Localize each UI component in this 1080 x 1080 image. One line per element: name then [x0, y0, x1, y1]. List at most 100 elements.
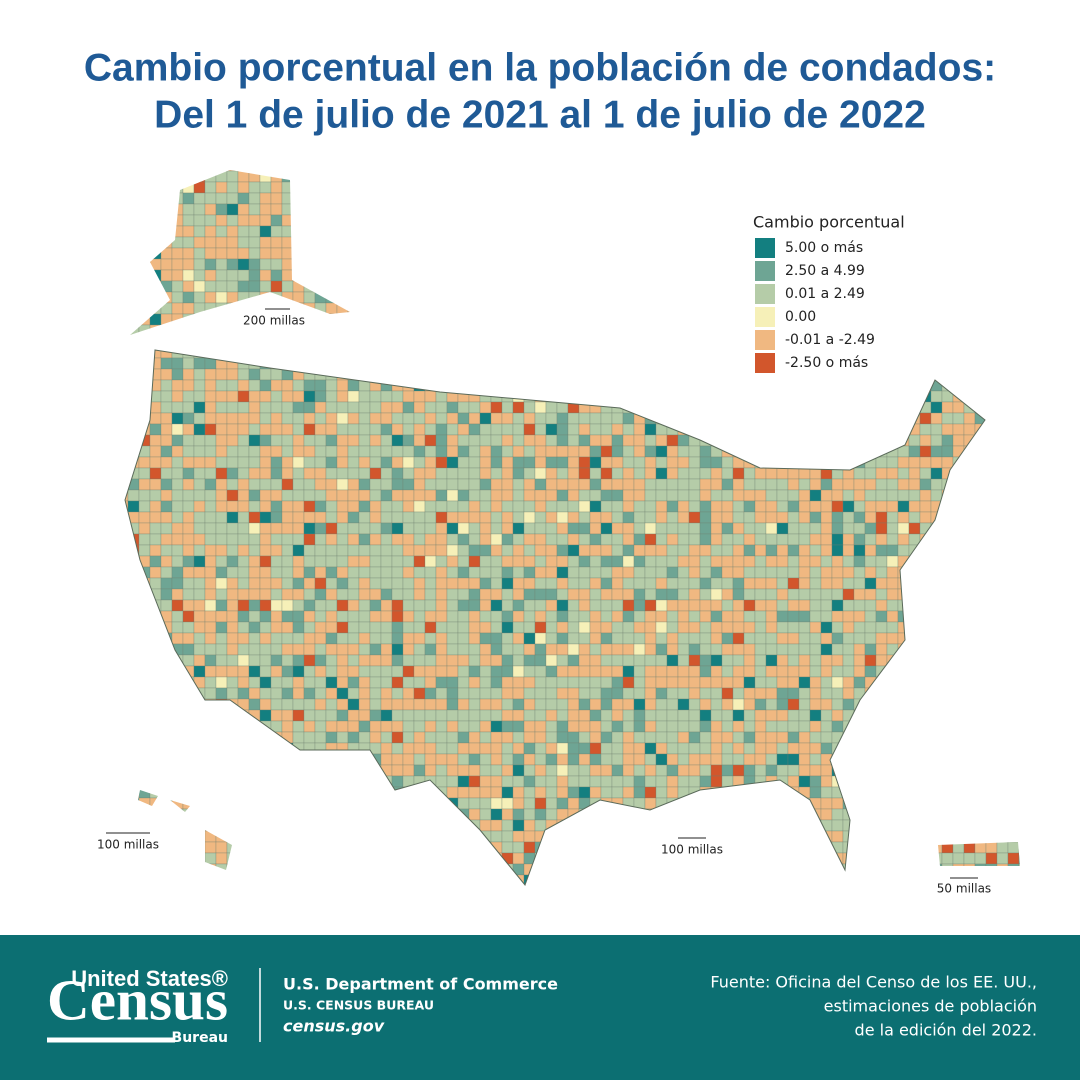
county	[369, 687, 382, 700]
county	[292, 346, 305, 359]
county	[457, 511, 470, 524]
county	[259, 434, 272, 447]
county	[347, 698, 360, 711]
county	[204, 676, 217, 689]
county	[941, 247, 954, 260]
county	[160, 357, 173, 370]
county	[127, 489, 140, 502]
county	[985, 731, 998, 744]
county	[820, 379, 833, 392]
county	[556, 599, 569, 612]
county	[259, 687, 272, 700]
county	[545, 555, 558, 568]
county	[292, 555, 305, 568]
county	[545, 500, 558, 513]
county	[391, 687, 404, 700]
county	[787, 654, 800, 667]
county	[446, 764, 459, 777]
county	[985, 225, 998, 238]
county	[655, 786, 668, 799]
county	[138, 280, 151, 293]
county	[204, 192, 217, 205]
county	[248, 720, 261, 733]
county	[809, 753, 822, 766]
county	[534, 346, 547, 359]
county	[325, 742, 338, 755]
county	[106, 556, 117, 567]
county	[358, 225, 371, 238]
county	[336, 742, 349, 755]
county	[666, 500, 679, 513]
county	[347, 676, 360, 689]
county	[732, 335, 745, 348]
county	[611, 445, 624, 458]
county	[534, 434, 547, 447]
county	[413, 566, 426, 579]
county	[622, 632, 635, 645]
county	[490, 632, 503, 645]
county	[138, 687, 151, 700]
county	[512, 313, 525, 326]
county	[611, 500, 624, 513]
county	[666, 324, 679, 337]
county	[908, 467, 921, 480]
county	[446, 698, 459, 711]
county	[985, 269, 998, 282]
county	[512, 588, 525, 601]
county	[336, 698, 349, 711]
county	[215, 775, 228, 788]
county	[413, 654, 426, 667]
county	[512, 269, 525, 282]
county	[523, 731, 536, 744]
county	[974, 225, 987, 238]
county	[886, 665, 899, 678]
county	[106, 710, 117, 721]
county	[215, 621, 228, 634]
county	[842, 170, 855, 172]
county	[567, 610, 580, 623]
county	[325, 203, 338, 216]
county	[996, 181, 1009, 194]
county	[292, 753, 305, 766]
county	[721, 753, 734, 766]
county	[666, 291, 679, 304]
county	[468, 676, 481, 689]
county	[281, 280, 294, 293]
county	[721, 786, 734, 799]
county	[666, 181, 679, 194]
county	[402, 588, 415, 601]
county	[149, 621, 162, 634]
county	[457, 797, 470, 810]
county	[908, 390, 921, 403]
county	[688, 775, 701, 788]
county	[732, 544, 745, 557]
county	[721, 313, 734, 326]
county	[314, 654, 327, 667]
county	[446, 335, 459, 348]
county	[798, 390, 811, 403]
county	[457, 764, 470, 777]
county	[853, 423, 866, 436]
county	[985, 577, 998, 590]
county	[952, 236, 965, 249]
county	[655, 401, 668, 414]
county	[314, 291, 327, 304]
county	[1018, 434, 1020, 447]
county	[479, 247, 492, 260]
county	[435, 434, 448, 447]
county	[424, 533, 437, 546]
county	[732, 632, 745, 645]
county	[435, 456, 448, 469]
county	[941, 181, 954, 194]
county	[490, 258, 503, 271]
county	[138, 214, 151, 227]
county	[1007, 225, 1020, 238]
county	[193, 643, 206, 656]
county	[875, 280, 888, 293]
county	[567, 423, 580, 436]
county	[886, 368, 899, 381]
county	[182, 522, 195, 535]
county	[963, 775, 976, 788]
county	[897, 643, 910, 656]
county	[314, 302, 327, 315]
